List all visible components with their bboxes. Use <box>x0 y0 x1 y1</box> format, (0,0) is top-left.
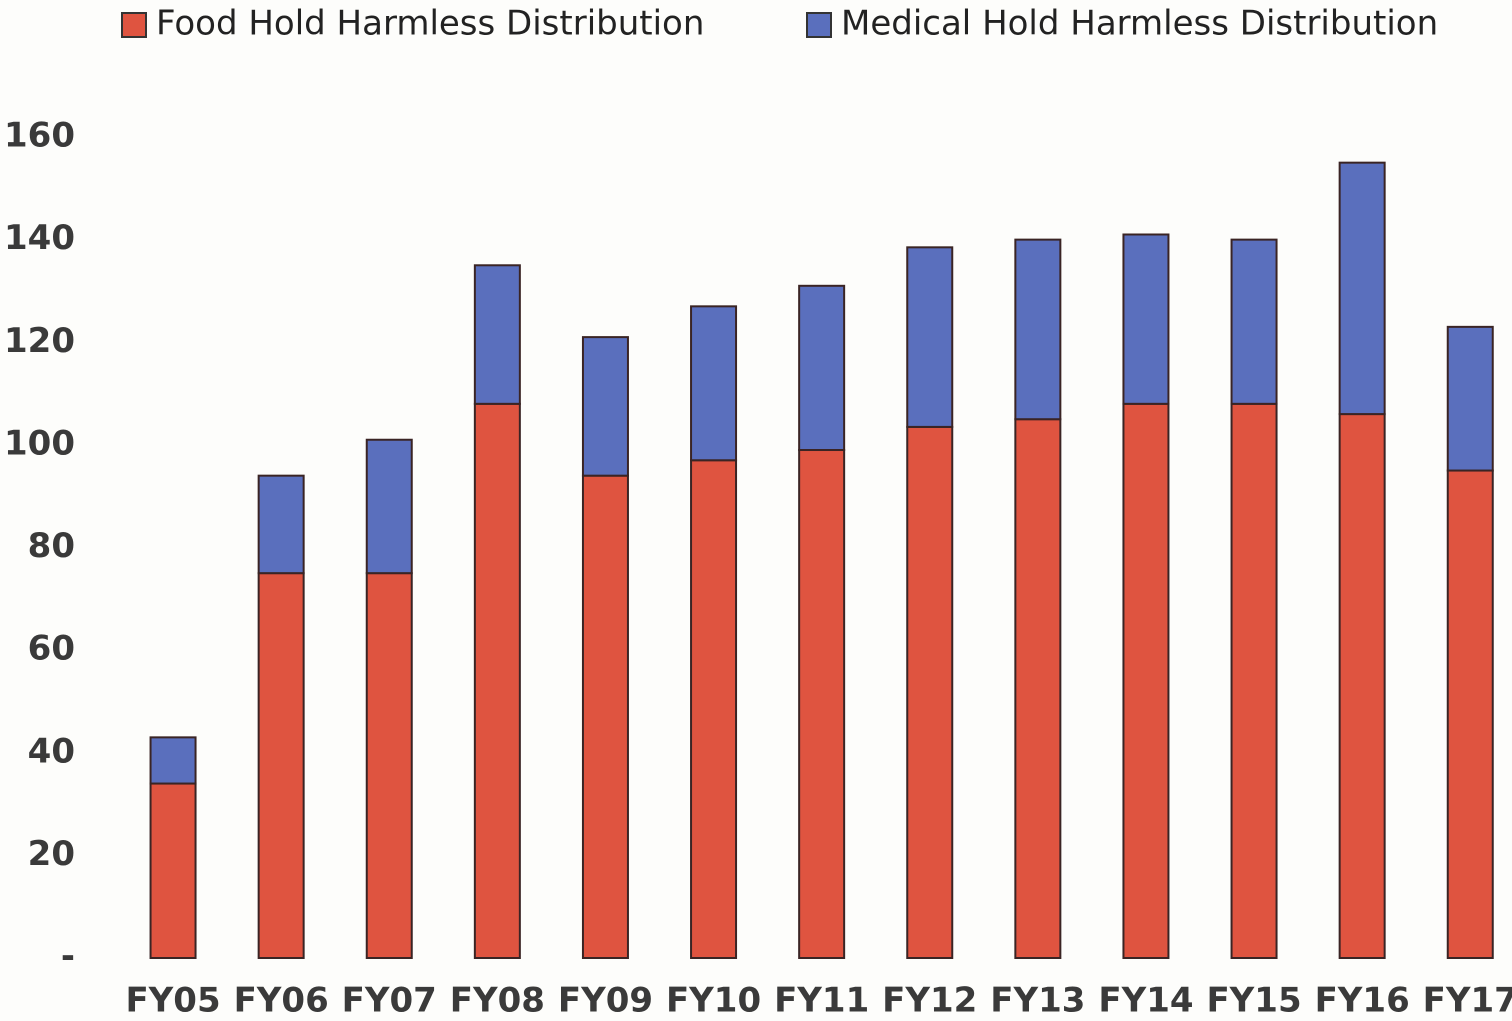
y-tick-label: 40 <box>28 731 75 771</box>
legend-label: Medical Hold Harmless Distribution <box>841 4 1438 44</box>
bar-segment <box>1122 233 1170 405</box>
x-tick-label: FY12 <box>882 981 977 1021</box>
y-tick-label: 60 <box>28 629 75 669</box>
bar-segment <box>1446 469 1494 959</box>
x-tick-label: FY07 <box>342 981 437 1021</box>
x-tick-label: FY13 <box>990 981 1085 1021</box>
bar-segment <box>149 736 197 785</box>
bar-segment <box>1230 238 1278 405</box>
y-tick-label: 20 <box>28 834 75 874</box>
x-tick-label: FY11 <box>774 981 869 1021</box>
y-tick-label: 160 <box>4 116 75 156</box>
x-tick-label: FY09 <box>558 981 653 1021</box>
bar-segment <box>257 572 305 959</box>
y-tick-label: 80 <box>28 526 75 566</box>
bar-segment <box>365 438 413 575</box>
legend-swatch <box>121 12 147 38</box>
x-tick-label: FY14 <box>1098 981 1193 1021</box>
bar-segment <box>906 425 954 959</box>
bar-segment <box>798 284 846 452</box>
y-tick-label: - <box>61 937 75 977</box>
x-tick-label: FY06 <box>234 981 329 1021</box>
bar-segment <box>1014 238 1062 421</box>
y-tick-label: 120 <box>4 321 75 361</box>
x-tick-label: FY05 <box>125 981 220 1021</box>
bar-segment <box>1446 325 1494 472</box>
bar-segment <box>690 305 738 462</box>
y-tick-label: 100 <box>4 423 75 463</box>
x-tick-label: FY15 <box>1206 981 1301 1021</box>
bar-segment <box>798 449 846 959</box>
legend-label: Food Hold Harmless Distribution <box>156 4 704 44</box>
bar-segment <box>1122 402 1170 959</box>
y-tick-label: 140 <box>4 218 75 258</box>
bar-segment <box>473 402 521 959</box>
bar-segment <box>1338 413 1386 959</box>
bar-segment <box>1230 402 1278 959</box>
bar-segment <box>149 782 197 959</box>
x-tick-label: FY16 <box>1315 981 1410 1021</box>
bar-segment <box>1014 418 1062 959</box>
bar-segment <box>906 246 954 428</box>
bar-segment <box>365 572 413 959</box>
bar-segment <box>1338 161 1386 416</box>
bar-segment <box>690 459 738 959</box>
x-tick-label: FY10 <box>666 981 761 1021</box>
bar-segment <box>581 336 629 477</box>
bar-segment <box>473 264 521 405</box>
legend-swatch <box>806 12 832 38</box>
x-tick-label: FY08 <box>450 981 545 1021</box>
x-tick-label: FY17 <box>1423 981 1512 1021</box>
bar-segment <box>581 474 629 959</box>
bar-segment <box>257 474 305 575</box>
